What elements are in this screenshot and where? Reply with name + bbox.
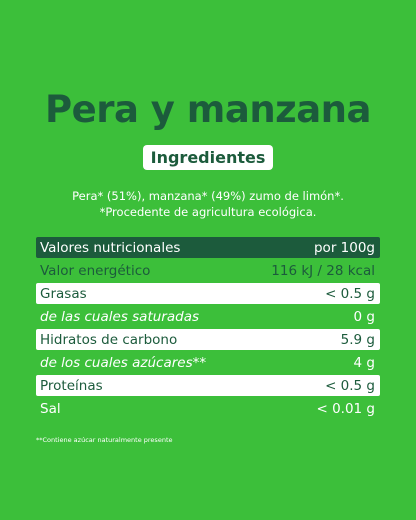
header-cell: Valores nutricionales (40, 239, 181, 256)
ingredients-heading: Ingredientes (142, 145, 274, 170)
table-row: Proteínas < 0.5 g (36, 375, 380, 396)
cell: Grasas (40, 285, 87, 302)
cell: 0 g (353, 308, 375, 325)
table-row: Sal < 0.01 g (36, 398, 380, 419)
ingredients-text: Pera* (51%), manzana* (49%) zumo de limó… (72, 189, 344, 219)
cell: < 0.01 g (316, 400, 375, 417)
cell: Hidratos de carbono (40, 331, 178, 348)
table-header: Valores nutricionales por 100g (36, 237, 380, 258)
cell: < 0.5 g (325, 285, 375, 302)
cell: Proteínas (40, 377, 103, 394)
cell: Sal (40, 400, 61, 417)
nutrition-table: Valores nutricionales por 100g Valor ener… (36, 237, 380, 421)
table-row: Grasas < 0.5 g (36, 283, 380, 304)
table-row: Valor energético 116 kJ / 28 kcal (36, 260, 380, 281)
footnote: **Contiene azúcar naturalmente presente (36, 436, 173, 444)
header-cell: por 100g (313, 239, 375, 256)
heading-wrap: Ingredientes (0, 145, 416, 170)
table-row: de los cuales azúcares** 4 g (36, 352, 380, 373)
cell: 5.9 g (340, 331, 375, 348)
cell: 4 g (353, 354, 375, 371)
title: Pera y manzana (45, 88, 371, 131)
cell: de los cuales azúcares** (40, 354, 207, 371)
cell: 116 kJ / 28 kcal (271, 262, 375, 279)
cell: Valor energético (40, 262, 151, 279)
table-row: Hidratos de carbono 5.9 g (36, 329, 380, 350)
cell: de las cuales saturadas (40, 308, 200, 325)
table-row: de las cuales saturadas 0 g (36, 306, 380, 327)
cell: < 0.5 g (325, 377, 375, 394)
